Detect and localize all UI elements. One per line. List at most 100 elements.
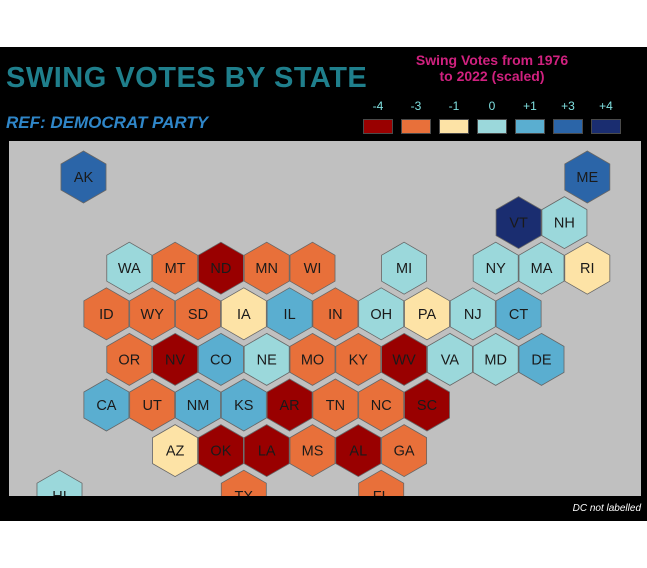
state-label: MS — [302, 444, 324, 460]
state-label: OR — [118, 352, 140, 368]
state-label: HI — [52, 489, 67, 496]
state-hex-shape — [518, 332, 565, 386]
state-label: TX — [235, 489, 254, 496]
state-label: WI — [304, 261, 322, 277]
state-hex-shape — [495, 287, 542, 341]
legend-swatch — [363, 119, 393, 134]
map-subtitle: REF: DEMOCRAT PARTY — [6, 113, 209, 132]
state-hex-shape — [472, 241, 519, 295]
state-label: UT — [143, 398, 162, 414]
state-label: IA — [237, 307, 251, 323]
state-hex-tn: TN — [312, 378, 359, 432]
state-label: CO — [210, 352, 232, 368]
state-hex-shape — [129, 378, 176, 432]
state-hex-wi: WI — [289, 241, 336, 295]
state-hex-vt: VT — [495, 196, 542, 250]
legend-label: +1 — [523, 99, 537, 113]
state-label: NV — [165, 352, 185, 368]
state-hex-shape — [266, 378, 313, 432]
state-hex-va: VA — [426, 332, 473, 386]
legend-item: +4 — [588, 99, 624, 134]
state-hex-shape — [243, 332, 290, 386]
state-hex-shape — [289, 241, 336, 295]
state-label: FL — [373, 489, 390, 496]
state-hex-nh: NH — [541, 196, 588, 250]
state-label: AR — [280, 398, 300, 414]
state-hex-shape — [83, 378, 130, 432]
state-label: ME — [576, 170, 598, 186]
state-label: DE — [531, 352, 551, 368]
legend-swatch — [477, 119, 507, 134]
state-hex-ky: KY — [335, 332, 382, 386]
state-hex-al: AL — [335, 424, 382, 478]
state-label: SC — [417, 398, 437, 414]
state-label: VA — [441, 352, 460, 368]
state-hex-ne: NE — [243, 332, 290, 386]
hex-map: AK ME VT NH WA MT ND MN WI MI NY MA RI ID WY SD IA IL IN OH… — [36, 150, 611, 496]
map-panel: AK ME VT NH WA MT ND MN WI MI NY MA RI ID WY SD IA IL IN OH… — [9, 141, 641, 496]
state-hex-shape — [358, 378, 405, 432]
state-hex-shape — [152, 241, 199, 295]
state-label: IL — [284, 307, 296, 323]
state-hex-la: LA — [243, 424, 290, 478]
state-hex-shape — [495, 196, 542, 250]
legend-title-line-1: Swing Votes from 1976 — [415, 52, 569, 68]
state-hex-shape — [404, 378, 450, 432]
state-hex-ct: CT — [495, 287, 542, 341]
legend-item: -1 — [436, 99, 472, 134]
legend-label: +4 — [599, 99, 613, 113]
state-label: MN — [255, 261, 278, 277]
legend-item: +3 — [550, 99, 586, 134]
state-hex-mo: MO — [289, 332, 336, 386]
state-hex-shape — [518, 241, 565, 295]
state-hex-shape — [404, 287, 450, 341]
state-hex-shape — [564, 241, 611, 295]
state-hex-shape — [266, 287, 313, 341]
state-hex-shape — [197, 332, 244, 386]
state-label: WA — [118, 261, 141, 277]
state-hex-shape — [426, 332, 473, 386]
state-label: KY — [349, 352, 369, 368]
state-hex-sd: SD — [175, 287, 221, 341]
state-hex-oh: OH — [358, 287, 405, 341]
state-label: MT — [165, 261, 186, 277]
legend-item: -4 — [360, 99, 396, 134]
state-hex-shape — [60, 150, 107, 204]
state-label: KS — [234, 398, 253, 414]
state-label: NC — [371, 398, 392, 414]
state-label: ID — [99, 307, 114, 323]
map-title: SWING VOTES BY STATE — [6, 62, 368, 94]
state-hex-shape — [381, 424, 428, 478]
state-hex-de: DE — [518, 332, 565, 386]
state-hex-nv: NV — [152, 332, 199, 386]
state-label: NY — [486, 261, 506, 277]
footnote: DC not labelled — [572, 503, 641, 514]
state-label: NJ — [464, 307, 482, 323]
state-hex-ak: AK — [60, 150, 107, 204]
state-hex-fl: FL — [358, 469, 405, 496]
state-hex-shape — [541, 196, 588, 250]
state-hex-shape — [289, 332, 336, 386]
state-hex-mn: MN — [243, 241, 290, 295]
legend-title-line-2: to 2022 (scaled) — [439, 68, 545, 84]
legend-label: -3 — [410, 99, 422, 113]
state-label: NH — [554, 216, 575, 232]
state-hex-in: IN — [312, 287, 359, 341]
state-hex-shape — [197, 241, 244, 295]
state-hex-me: ME — [564, 150, 611, 204]
state-hex-nj: NJ — [449, 287, 496, 341]
state-label: WY — [141, 307, 165, 323]
state-hex-ks: KS — [220, 378, 267, 432]
state-hex-shape — [358, 287, 405, 341]
state-hex-shape — [197, 424, 244, 478]
state-label: OH — [370, 307, 392, 323]
state-label: MA — [531, 261, 553, 277]
state-hex-shape — [312, 287, 359, 341]
state-label: NM — [187, 398, 210, 414]
state-hex-id: ID — [83, 287, 130, 341]
map-frame: SWING VOTES BY STATE REF: DEMOCRAT PARTY… — [0, 47, 647, 521]
state-hex-mt: MT — [152, 241, 199, 295]
state-hex-ia: IA — [220, 287, 267, 341]
state-hex-shape — [335, 332, 382, 386]
legend-item: 0 — [474, 99, 510, 134]
